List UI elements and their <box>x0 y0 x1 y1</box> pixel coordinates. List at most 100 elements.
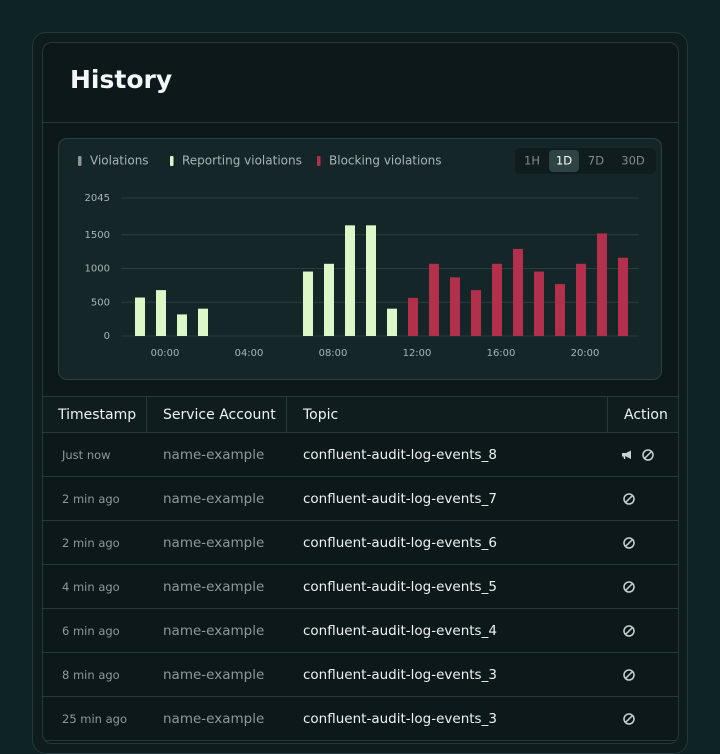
x-tick-label: 20:00 <box>571 348 600 359</box>
report-icon[interactable] <box>620 448 634 462</box>
actions <box>622 609 636 652</box>
bar <box>177 314 187 336</box>
x-tick-label: 16:00 <box>487 348 516 359</box>
legend-label: Reporting violations <box>182 154 302 168</box>
table-row: 6 min ago name-example confluent-audit-log… <box>43 609 678 653</box>
history-panel: History Violations Reporting violations Bl… <box>42 42 679 744</box>
table-body: Just now name-example confluent-audit-log-… <box>43 433 678 741</box>
table: Timestamp Service Account Topic Action J… <box>43 396 678 741</box>
legend-swatch <box>317 156 321 166</box>
block-icon[interactable] <box>641 448 655 462</box>
bar <box>450 277 460 336</box>
service-account: name-example <box>163 710 265 727</box>
legend-label: Blocking violations <box>329 154 442 168</box>
topic: confluent-audit-log-events_3 <box>303 710 497 727</box>
actions <box>622 565 636 608</box>
timestamp: 4 min ago <box>62 579 120 594</box>
bar <box>156 290 166 336</box>
bar <box>534 271 544 336</box>
actions <box>622 521 636 564</box>
y-tick-label: 1500 <box>85 230 110 241</box>
bar <box>345 225 355 336</box>
column-header: Timestamp <box>58 406 137 423</box>
y-tick-label: 1000 <box>85 264 110 275</box>
block-icon[interactable] <box>622 492 636 506</box>
actions <box>622 477 636 520</box>
timestamp: 2 min ago <box>62 535 120 550</box>
block-icon[interactable] <box>622 580 636 594</box>
topic: confluent-audit-log-events_6 <box>303 534 497 551</box>
bar <box>471 290 481 336</box>
chart-card: Violations Reporting violations Blocking v… <box>58 138 662 380</box>
bar <box>492 263 502 336</box>
x-tick-label: 08:00 <box>319 348 348 359</box>
bar <box>576 263 586 336</box>
timestamp: 2 min ago <box>62 491 120 506</box>
service-account: name-example <box>163 666 265 683</box>
column-divider <box>146 397 147 432</box>
block-icon[interactable] <box>622 536 636 550</box>
service-account: name-example <box>163 534 265 551</box>
x-tick-label: 00:00 <box>151 348 180 359</box>
y-tick-label: 0 <box>104 331 110 342</box>
page-title: History <box>70 65 173 94</box>
bar <box>366 225 376 336</box>
bar <box>555 284 565 336</box>
actions <box>622 653 636 696</box>
y-tick-label: 2045 <box>85 193 110 204</box>
legend-swatch <box>78 156 82 166</box>
actions <box>622 697 636 740</box>
table-row: 8 min ago name-example confluent-audit-log… <box>43 653 678 697</box>
range-button: 7D <box>588 154 604 168</box>
legend-label: Violations <box>90 154 149 168</box>
bar <box>513 248 523 336</box>
chart: Violations Reporting violations Blocking v… <box>78 148 656 359</box>
timestamp: 6 min ago <box>62 623 120 638</box>
timestamp: 8 min ago <box>62 667 120 682</box>
bar <box>429 263 439 336</box>
table-row: 25 min ago name-example confluent-audit-lo… <box>43 697 678 741</box>
divider <box>43 122 678 123</box>
column-divider <box>607 397 608 432</box>
range-button: 1D <box>556 154 572 168</box>
range-button: 1H <box>524 154 540 168</box>
service-account: name-example <box>163 578 265 595</box>
service-account: name-example <box>163 446 265 463</box>
screen: History Violations Reporting violations Bl… <box>32 32 688 754</box>
table-header: Timestamp Service Account Topic Action <box>43 396 678 433</box>
column-header: Service Account <box>163 406 276 423</box>
column-header: Topic <box>303 406 339 423</box>
bar <box>135 297 145 336</box>
bar <box>387 308 397 336</box>
table-row: 4 min ago name-example confluent-audit-log… <box>43 565 678 609</box>
table-row: Just now name-example confluent-audit-log-… <box>43 433 678 477</box>
legend-swatch <box>170 156 174 166</box>
block-icon[interactable] <box>622 624 636 638</box>
range-selected <box>549 150 579 172</box>
column-divider <box>286 397 287 432</box>
service-account: name-example <box>163 490 265 507</box>
range-button: 30D <box>621 154 645 168</box>
y-tick-label: 500 <box>91 297 110 308</box>
service-account: name-example <box>163 622 265 639</box>
x-tick-label: 12:00 <box>403 348 432 359</box>
topic: confluent-audit-log-events_8 <box>303 446 497 463</box>
topic: confluent-audit-log-events_7 <box>303 490 497 507</box>
timestamp: 25 min ago <box>62 711 128 726</box>
topic: confluent-audit-log-events_3 <box>303 666 497 683</box>
table-row: 2 min ago name-example confluent-audit-log… <box>43 521 678 565</box>
x-tick-label: 04:00 <box>235 348 264 359</box>
actions <box>620 433 655 476</box>
block-icon[interactable] <box>622 712 636 726</box>
bar <box>198 308 208 336</box>
topic: confluent-audit-log-events_4 <box>303 622 497 639</box>
block-icon[interactable] <box>622 668 636 682</box>
bar <box>408 297 418 336</box>
bar <box>618 257 628 336</box>
table-row: 2 min ago name-example confluent-audit-log… <box>43 477 678 521</box>
bar <box>303 271 313 336</box>
bar <box>597 233 607 336</box>
topic: confluent-audit-log-events_5 <box>303 578 497 595</box>
bar <box>324 263 334 336</box>
column-header: Action <box>624 406 668 423</box>
